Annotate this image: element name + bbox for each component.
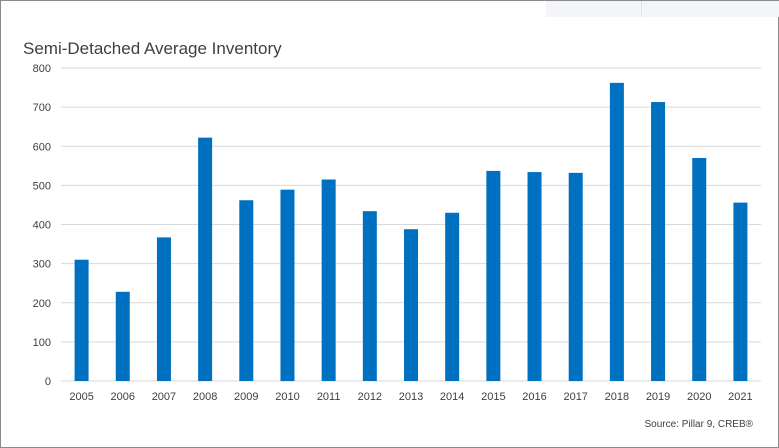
x-tick-label: 2017 [563,391,587,403]
y-tick-label: 800 [33,63,51,75]
bar-2006 [115,291,130,381]
y-tick-label: 500 [33,180,51,192]
y-tick-label: 300 [33,259,51,271]
x-tick-label: 2010 [275,391,299,403]
x-tick-label: 2019 [646,391,670,403]
bars [74,82,748,382]
x-tick-label: 2011 [317,391,341,403]
bar-2013 [404,229,418,381]
bar-2007 [156,237,171,381]
bar-2019 [651,102,666,381]
x-tick-label: 2005 [69,391,93,403]
top-strip-divider [641,1,642,17]
x-tick-label: 2018 [605,391,629,403]
x-axis-ticks: 2005 2006 2007 2008 2009 2010 2011 2012 2013 2014… [69,391,752,403]
x-tick-label: 2009 [234,391,258,403]
bar-2008 [198,137,213,381]
bar-2011 [321,179,336,381]
x-tick-label: 2013 [399,391,423,403]
bar-2017 [568,172,583,381]
x-tick-label: 2016 [522,391,546,403]
bar-2018 [609,82,624,382]
y-tick-label: 400 [33,220,51,232]
y-tick-label: 700 [33,102,51,114]
x-tick-label: 2021 [728,391,752,403]
y-tick-label: 100 [33,337,51,349]
y-axis-ticks: 0 100 200 300 400 500 600 700 800 [33,63,51,388]
x-tick-label: 2015 [481,391,505,403]
x-tick-label: 2008 [193,391,217,403]
bar-2016 [527,172,542,381]
y-tick-label: 200 [33,298,51,310]
x-tick-label: 2012 [358,391,382,403]
x-tick-label: 2014 [440,391,464,403]
bar-2009 [239,200,254,381]
source-note: Source: Pillar 9, CREB® [644,419,753,430]
bar-2014 [445,212,460,381]
bar-2021 [733,202,748,381]
x-tick-label: 2007 [152,391,176,403]
bar-2010 [280,189,295,381]
x-tick-label: 2006 [111,391,135,403]
y-tick-label: 600 [33,141,51,153]
bar-2012 [362,211,377,381]
bar-2005 [74,259,89,381]
chart-title: Semi-Detached Average Inventory [23,39,282,58]
bar-2015 [486,170,501,381]
x-tick-label: 2020 [687,391,711,403]
bar-2020 [692,157,707,381]
y-tick-label: 0 [45,376,51,388]
top-strip [546,1,779,17]
